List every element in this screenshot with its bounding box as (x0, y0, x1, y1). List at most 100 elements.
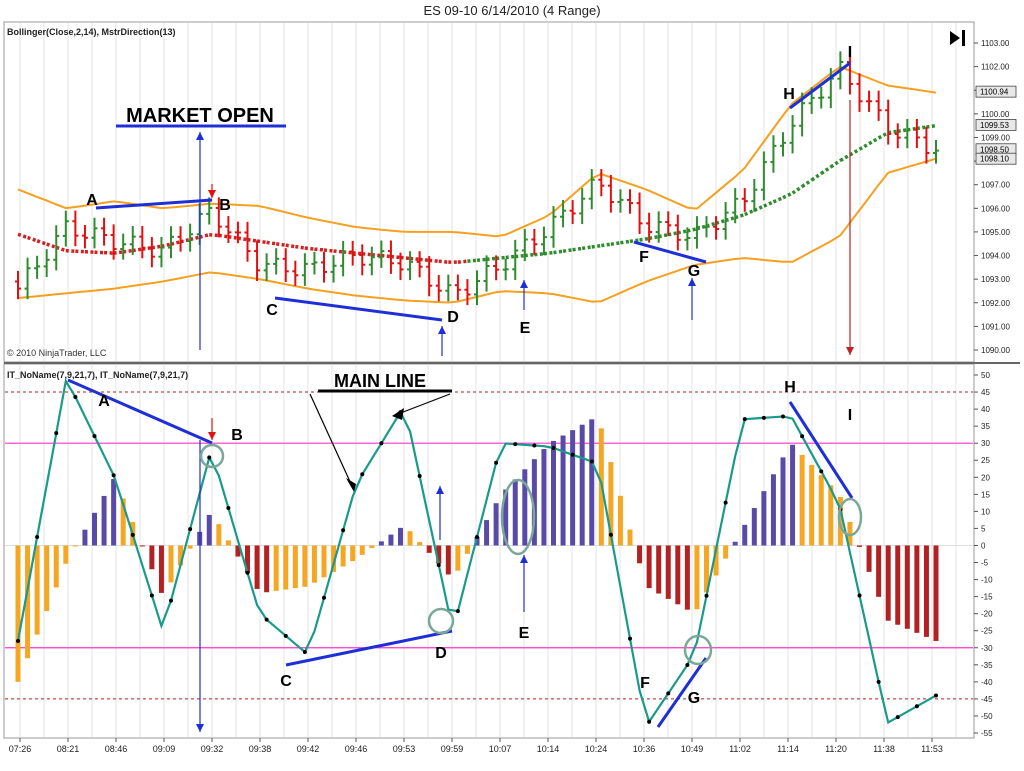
histogram-bar (780, 457, 786, 546)
main-line-pointer-head (392, 408, 404, 420)
histogram-bar (398, 527, 403, 546)
market-open-arrow-head (196, 132, 204, 140)
main-line-pointer-head (346, 478, 356, 492)
histogram-bar (512, 479, 518, 546)
time-label: 11:02 (729, 744, 751, 754)
mstr-segment (562, 248, 573, 253)
time-label: 09:53 (393, 744, 416, 754)
bottom-trend-line (285, 629, 453, 667)
mstr-segment (371, 252, 382, 258)
main-line-dot (570, 452, 575, 457)
time-axis: 07:26 08:21 08:46 09:09 09:32 09:38 09:42 09:46… (9, 738, 943, 754)
histogram-bar (245, 545, 250, 573)
bottom-trend-lines (67, 378, 854, 728)
e-osc-up-arrow-head (520, 555, 528, 563)
mstr-segment (753, 204, 765, 212)
histogram-bar (713, 545, 719, 576)
histogram-bar (933, 545, 939, 641)
histogram-bar (770, 474, 776, 546)
mstr-segment (381, 253, 392, 259)
histogram-bar (72, 545, 78, 547)
top-panel-frame (3, 21, 975, 363)
b-osc-arrow-head (208, 432, 216, 440)
time-label: 11:53 (921, 744, 943, 754)
i-down-arrow-head (846, 347, 854, 355)
histogram-bar (627, 529, 633, 546)
main-line-dot (723, 500, 728, 505)
mstr-segment (677, 229, 688, 235)
mstr-segment (400, 255, 411, 261)
main-line-dot (685, 663, 690, 668)
main-line-dot (283, 633, 288, 638)
osc-label: -30 (981, 644, 993, 653)
main-line-dot (226, 505, 231, 510)
price-label: 1096.00 (981, 204, 1010, 213)
histogram-bar (761, 491, 767, 546)
mstr-segment (132, 247, 143, 253)
mstr-segment (419, 257, 430, 263)
annotation-g: G (688, 690, 700, 707)
time-label: 11:20 (825, 744, 847, 754)
annotation-g: G (688, 263, 700, 280)
price-badge (975, 119, 1017, 131)
main-line-dot (73, 394, 78, 399)
histogram-bar (283, 545, 289, 590)
main-line-dot (341, 528, 346, 533)
histogram-bar (560, 435, 566, 546)
histogram-bar (44, 545, 50, 612)
osc-label: -50 (981, 712, 993, 721)
main-line-dot (264, 617, 269, 622)
oscillator-main-line (16, 378, 938, 725)
highlight-ellipse (683, 634, 713, 666)
mstr-segment (686, 227, 698, 233)
histogram-bar (484, 520, 490, 546)
price-label: 1099.00 (981, 133, 1010, 142)
histogram-bar (847, 521, 853, 546)
mstr-segment (218, 233, 229, 239)
mstr-segment (352, 251, 363, 256)
price-badge (975, 85, 1017, 98)
main-line-dot (704, 593, 709, 598)
mstr-segment (648, 234, 660, 241)
mstr-segment (46, 242, 57, 250)
scroll-to-end-icon[interactable] (950, 30, 965, 46)
mstr-segment (457, 259, 468, 264)
osc-label: -20 (981, 610, 993, 619)
osc-label: -35 (981, 661, 993, 670)
histogram-bar (225, 540, 231, 546)
histogram-bar (436, 545, 442, 564)
main-line-dot (589, 459, 594, 464)
mstr-segment (209, 233, 219, 238)
osc-label: 15 (981, 490, 990, 499)
main-line-dot (666, 691, 671, 696)
mstr-segment (601, 242, 612, 248)
mstr-segment (295, 244, 306, 250)
mstr-segment (524, 252, 535, 258)
time-label: 09:42 (297, 744, 320, 754)
histogram-bar (15, 545, 21, 682)
histogram-bar (914, 545, 920, 633)
market-open-down-arrow-head (196, 724, 204, 732)
mstr-segment (897, 128, 908, 133)
top-trend-line (274, 296, 443, 322)
histogram-bar (809, 465, 815, 546)
mstr-segment (572, 246, 583, 252)
mstr-segment (266, 240, 277, 246)
histogram-bar (828, 485, 834, 546)
mstr-segment (122, 248, 134, 254)
price-badge-label: 1099.53 (980, 121, 1009, 130)
histogram-bar (608, 462, 614, 546)
histogram-bar (187, 545, 193, 549)
price-badge (975, 152, 1017, 165)
mstr-segment (858, 142, 870, 151)
mstr-segment (247, 237, 258, 243)
mstr-segment (199, 233, 210, 239)
main-line-dot (417, 474, 422, 479)
osc-label: 40 (981, 405, 990, 414)
top-trend-line (789, 61, 851, 110)
histogram-bar (694, 545, 700, 610)
highlight-ellipse (837, 497, 863, 537)
time-label: 11:14 (777, 744, 799, 754)
histogram-bar (331, 545, 337, 572)
